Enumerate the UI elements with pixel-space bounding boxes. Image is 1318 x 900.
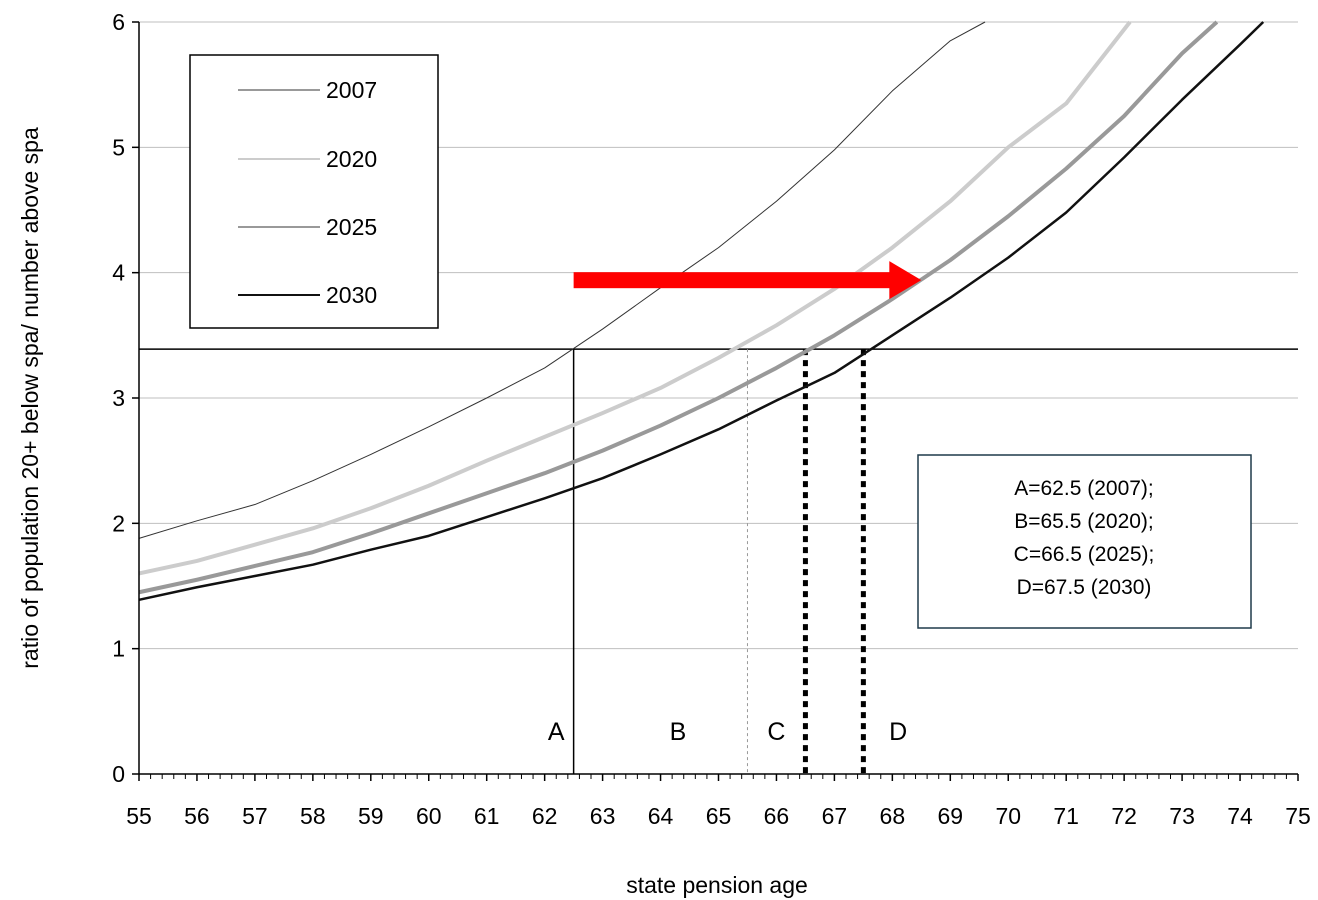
x-tick-label: 57	[242, 803, 268, 829]
x-tick-label: 67	[822, 803, 848, 829]
reference-label: A	[548, 718, 565, 746]
x-tick-label: 71	[1053, 803, 1079, 829]
legend-label: 2030	[326, 282, 377, 308]
y-tick-label: 0	[112, 761, 125, 787]
x-tick-label: 58	[300, 803, 326, 829]
arrow-head	[889, 261, 922, 300]
annotation-line: B=65.5 (2020);	[1014, 510, 1154, 533]
y-tick-label: 3	[112, 385, 125, 411]
reference-lines	[139, 348, 1298, 774]
x-tick-label: 66	[764, 803, 790, 829]
x-tick-label: 62	[532, 803, 558, 829]
annotation-line: C=66.5 (2025);	[1014, 543, 1155, 566]
legend-label: 2007	[326, 77, 377, 103]
reference-label: C	[767, 718, 785, 746]
x-axis-title: state pension age	[626, 872, 808, 898]
reference-label: D	[889, 718, 907, 746]
shift-arrow	[573, 261, 922, 300]
y-tick-label: 5	[112, 134, 125, 160]
y-tick-label: 1	[112, 636, 125, 662]
x-tick-label: 63	[590, 803, 616, 829]
x-tick-label: 75	[1285, 803, 1311, 829]
y-tick-label: 6	[112, 9, 125, 35]
reference-label: B	[670, 718, 687, 746]
x-tick-label: 64	[648, 803, 674, 829]
legend-label: 2025	[326, 214, 377, 240]
series-lines	[138, 20, 1265, 602]
x-tick-label: 60	[416, 803, 442, 829]
x-tick-label: 68	[880, 803, 906, 829]
x-tick-label: 59	[358, 803, 384, 829]
x-tick-label: 69	[938, 803, 964, 829]
annotation-line: D=67.5 (2030)	[1017, 576, 1152, 599]
x-tick-label: 74	[1227, 803, 1253, 829]
x-tick-label: 70	[995, 803, 1021, 829]
legend-label: 2020	[326, 146, 377, 172]
x-tick-label: 61	[474, 803, 500, 829]
y-tick-label: 4	[112, 260, 125, 286]
annotation-box: A=62.5 (2007); B=65.5 (2020); C=66.5 (20…	[917, 454, 1252, 629]
legend: 2007 2020 2025 2030	[189, 54, 439, 329]
series-line-2020	[138, 20, 1132, 576]
x-tick-label: 56	[184, 803, 210, 829]
x-tick-label: 65	[706, 803, 732, 829]
y-axis-title: ratio of population 20+ below spa/ numbe…	[17, 127, 43, 669]
legend-box	[189, 54, 439, 329]
annotation-line: A=62.5 (2007);	[1014, 477, 1154, 500]
x-tick-label: 73	[1169, 803, 1195, 829]
arrow-shaft	[573, 272, 892, 289]
x-tick-label: 55	[126, 803, 152, 829]
series-line-2007	[138, 21, 986, 539]
y-tick-label: 2	[112, 510, 125, 536]
x-tick-label: 72	[1111, 803, 1137, 829]
reference-labels: A B C D	[548, 718, 907, 746]
series-line-2025	[138, 20, 1219, 595]
series-line-2030	[138, 21, 1265, 602]
annotation-frame	[917, 454, 1252, 629]
